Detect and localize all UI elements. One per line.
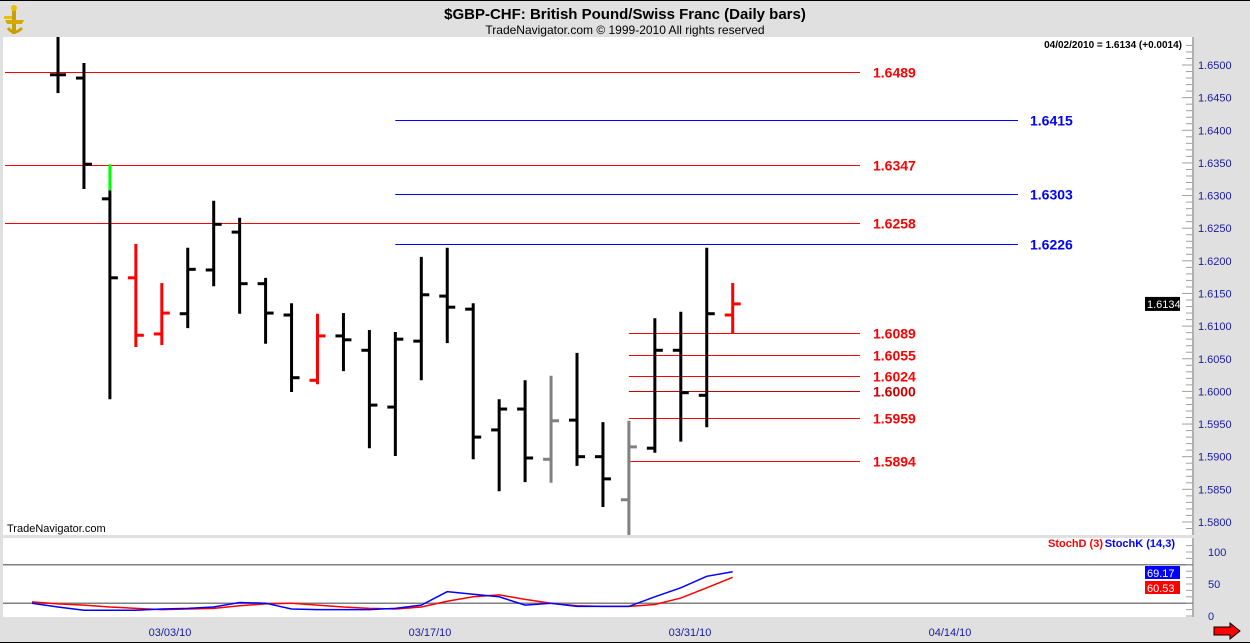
- ohlc-bar: [231, 217, 248, 314]
- level-label: 1.6347: [873, 158, 916, 174]
- price-tick-label: 1.5850: [1198, 484, 1232, 496]
- price-tick-label: 1.5950: [1198, 419, 1232, 431]
- ohlc-bar: [672, 311, 689, 442]
- ohlc-bar: [646, 318, 663, 453]
- ohlc-bar: [153, 283, 170, 346]
- copyright-subtitle: TradeNavigator.com © 1999-2010 All right…: [485, 23, 764, 37]
- level-label: 1.6303: [1030, 187, 1073, 203]
- trade-navigator-logo: [4, 5, 24, 34]
- ohlc-bar: [465, 303, 482, 460]
- watermark-text: TradeNavigator.com: [7, 523, 106, 535]
- ohlc-bar: [387, 331, 404, 457]
- level-label: 1.6489: [873, 65, 916, 81]
- last-price-label: 1.6134: [1147, 299, 1181, 311]
- stochk-value-box: [1145, 566, 1180, 579]
- price-tick-label: 1.6250: [1198, 223, 1232, 235]
- ohlc-bar: [257, 277, 274, 344]
- red-right-arrow-icon[interactable]: [1213, 621, 1241, 641]
- price-panel: [3, 37, 1193, 535]
- level-label: 1.6024: [873, 369, 916, 385]
- stoch-axis: 100 50 0 69.17 60.53: [1145, 545, 1226, 623]
- level-label: 1.6226: [1030, 237, 1073, 253]
- chart-title: $GBP-CHF: British Pound/Swiss Franc (Dai…: [444, 6, 806, 23]
- price-tick-label: 1.5800: [1198, 517, 1232, 529]
- stochk-line: [31, 570, 733, 611]
- stoch-tick-label: 100: [1208, 547, 1226, 559]
- price-tick-label: 1.5900: [1198, 452, 1232, 464]
- date-axis[interactable]: 03/03/10 03/17/10 03/31/10 04/14/10: [149, 627, 972, 639]
- stochastic-panel: [3, 538, 1193, 617]
- ohlc-bar: [439, 247, 456, 344]
- ohlc-bar: [569, 352, 585, 466]
- ohlc-bar: [283, 303, 300, 393]
- level-label: 1.6055: [873, 348, 916, 364]
- stoch-tick-label: 50: [1208, 579, 1220, 591]
- ohlc-bar: [309, 313, 326, 385]
- price-tick-label: 1.6150: [1198, 288, 1232, 300]
- date-tick-label: 04/14/10: [929, 627, 972, 639]
- date-tick-label: 03/03/10: [149, 627, 192, 639]
- level-label: 1.6415: [1030, 113, 1073, 129]
- stochd-value-label: 60.53: [1147, 583, 1175, 595]
- ohlc-bar: [724, 283, 741, 334]
- ohlc-bar: [179, 247, 196, 329]
- price-tick-label: 1.6050: [1198, 354, 1232, 366]
- legend-stochk: StochK (14,3): [1105, 538, 1176, 550]
- level-label: 1.6000: [873, 384, 916, 400]
- price-axis[interactable]: 1.6500 1.6450 1.6400 1.6350 1.6300 1.6250 1.62…: [1145, 44, 1232, 529]
- ohlc-bar: [101, 164, 118, 400]
- stoch-tick-label: 0: [1208, 611, 1214, 623]
- stochastic-lines: [3, 564, 1193, 611]
- ohlc-bar: [335, 313, 352, 372]
- legend-stochd: StochD (3): [1048, 538, 1103, 550]
- level-label: 1.5959: [873, 411, 916, 427]
- ohlc-bar: [413, 256, 430, 381]
- ohlc-bar: [517, 380, 534, 483]
- ohlc-bar: [205, 200, 222, 287]
- ohlc-bars: [50, 37, 741, 535]
- ohlc-bar: [361, 330, 378, 449]
- ohlc-bar: [620, 420, 637, 535]
- price-tick-label: 1.6000: [1198, 386, 1232, 398]
- ohlc-bar: [594, 422, 611, 507]
- price-tick-label: 1.6100: [1198, 321, 1232, 333]
- ohlc-bar: [543, 375, 560, 483]
- ohlc-bar: [698, 247, 715, 428]
- price-tick-label: 1.6400: [1198, 125, 1232, 137]
- level-label: 1.6089: [873, 326, 916, 342]
- level-label: 1.6258: [873, 216, 916, 232]
- ohlc-bar: [127, 243, 144, 348]
- date-tick-label: 03/17/10: [409, 627, 452, 639]
- last-price-box: [1145, 296, 1180, 311]
- ohlc-bar: [50, 37, 66, 94]
- price-tick-label: 1.6200: [1198, 256, 1232, 268]
- stochd-value-box: [1145, 581, 1180, 594]
- last-price-readout: 04/02/2010 = 1.6134 (+0.0014): [1044, 40, 1182, 51]
- level-label: 1.5894: [873, 454, 916, 470]
- price-tick-label: 1.6350: [1198, 158, 1232, 170]
- price-tick-label: 1.6300: [1198, 191, 1232, 203]
- ohlc-bar: [491, 399, 508, 492]
- stochk-value-label: 69.17: [1147, 568, 1175, 580]
- ohlc-bar: [75, 63, 92, 190]
- price-tick-label: 1.6450: [1198, 93, 1232, 105]
- level-lines: 1.6489 1.6415 1.6347 1.6303 1.6258 1.6226 1.60…: [5, 65, 1073, 470]
- price-tick-label: 1.6500: [1198, 60, 1232, 72]
- date-tick-label: 03/31/10: [669, 627, 712, 639]
